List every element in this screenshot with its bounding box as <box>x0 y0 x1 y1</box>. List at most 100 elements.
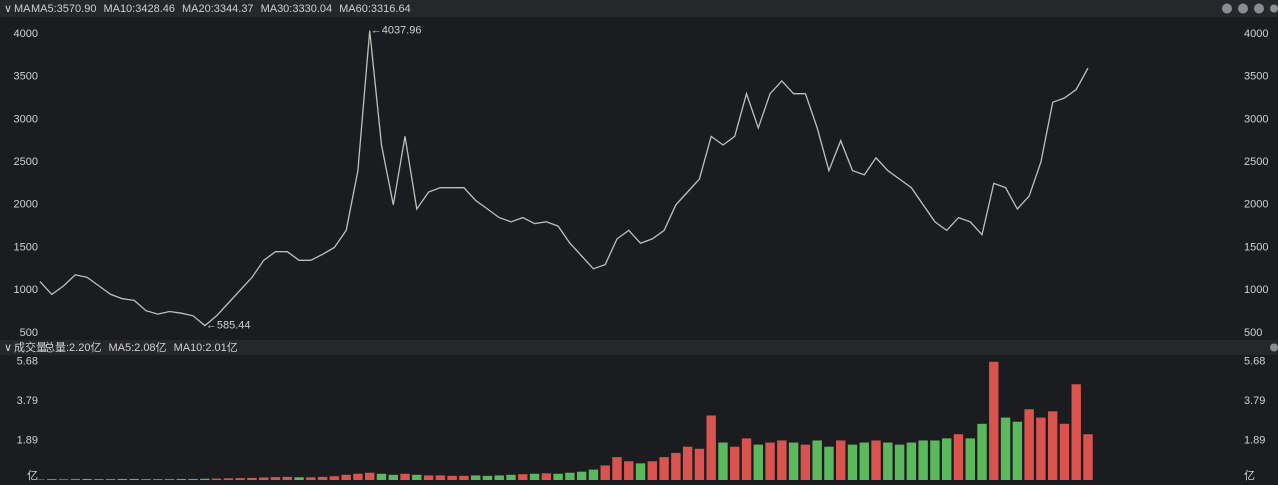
volume-bar <box>70 478 81 480</box>
volume-bar <box>541 473 552 480</box>
collapse-icon[interactable]: ∨ <box>4 3 12 15</box>
y-tick-label: 2000 <box>14 199 38 211</box>
volume-bar <box>164 478 175 480</box>
volume-bar <box>565 472 575 480</box>
volume-bar <box>247 477 257 480</box>
volume-bar <box>105 479 116 480</box>
volume-bar <box>482 475 493 480</box>
volume-bar <box>58 479 69 480</box>
volume-bar <box>94 479 104 480</box>
volume-bar <box>647 461 658 480</box>
indicator-title[interactable]: MA <box>14 3 31 15</box>
volume-bar <box>777 440 787 480</box>
volume-bar <box>270 477 281 480</box>
volume-bar <box>141 479 151 480</box>
volume-bar <box>1071 384 1081 480</box>
volume-bar <box>1012 421 1023 480</box>
volume-bar <box>989 361 999 480</box>
volume-bar <box>1024 409 1034 480</box>
volume-bar <box>447 475 457 480</box>
volume-bar <box>518 474 528 480</box>
legend-entry: MA60:3316.64 <box>339 3 411 15</box>
volume-bar <box>317 476 328 480</box>
volume-bar <box>494 475 504 480</box>
volume-bar <box>412 474 422 480</box>
y-tick-label: 3.79 <box>17 395 38 407</box>
y-tick-label: 3000 <box>14 113 38 125</box>
volume-bar <box>800 444 811 480</box>
volume-bar <box>553 473 563 480</box>
volume-bar <box>836 440 846 480</box>
y-tick-label: 5.68 <box>17 356 38 368</box>
volume-bar <box>459 475 469 480</box>
y2-tick-label: 1.89 <box>1244 435 1265 447</box>
volume-bar <box>847 444 858 480</box>
y-tick-label: 2500 <box>14 156 38 168</box>
volume-title[interactable]: 成交量 <box>14 340 47 354</box>
volume-bar <box>730 446 740 480</box>
volume-bar <box>282 476 292 480</box>
volume-bar <box>376 473 387 480</box>
legend-entry: MA10:2.01亿 <box>174 341 238 354</box>
y2-tick-label: 500 <box>1244 327 1262 339</box>
volume-bar <box>117 478 128 480</box>
y2-tick-label: 4000 <box>1244 28 1268 40</box>
volume-bar <box>965 438 975 480</box>
volume-bar <box>859 442 869 480</box>
volume-bar <box>812 440 822 480</box>
volume-bar <box>153 479 163 480</box>
volume-bar <box>824 446 834 480</box>
volume-bar <box>953 434 964 480</box>
collapse-icon[interactable]: ∨ <box>4 342 12 354</box>
volume-header-bar <box>0 340 1278 355</box>
settings-button[interactable] <box>1270 343 1278 352</box>
annotation: ←4037.96 <box>371 25 422 37</box>
y2-tick-label: 1000 <box>1244 284 1268 296</box>
volume-bar <box>1083 434 1093 480</box>
legend-entry: 总量:2.20亿 <box>44 340 101 354</box>
close-button[interactable] <box>1254 3 1264 14</box>
volume-bar <box>364 472 375 480</box>
volume-bar <box>588 469 599 480</box>
volume-bar <box>624 461 634 480</box>
volume-bar <box>294 477 304 480</box>
volume-bar <box>659 457 669 480</box>
volume-bar <box>977 423 987 480</box>
y2-tick-label: 3500 <box>1244 71 1268 83</box>
volume-bar <box>329 476 340 480</box>
volume-bar <box>35 479 45 480</box>
volume-bar <box>423 475 434 480</box>
volume-bar <box>211 478 222 480</box>
volume-bar <box>694 448 705 480</box>
volume-bar <box>223 478 234 480</box>
volume-bar <box>894 444 905 480</box>
volume-bar <box>506 474 516 480</box>
y-tick-label: 1000 <box>14 284 38 296</box>
volume-bar <box>941 438 952 480</box>
legend-entry: MA5:2.08亿 <box>108 341 166 354</box>
volume-bar <box>388 474 398 480</box>
header-bar <box>0 0 1278 17</box>
y-tick-label: 1.89 <box>17 435 38 447</box>
add-button[interactable] <box>1238 3 1248 14</box>
y2-tick-label: 3.79 <box>1244 395 1265 407</box>
volume-bar <box>906 442 917 480</box>
volume-bar <box>576 471 587 480</box>
volume-bar <box>871 440 881 480</box>
volume-bar <box>635 463 646 480</box>
y-tick-label: 1500 <box>14 241 38 253</box>
annotation: ←585.44 <box>206 319 251 331</box>
price-line <box>39 30 1089 327</box>
minimize-button[interactable] <box>1222 3 1232 14</box>
volume-bar <box>200 478 210 480</box>
legend-entry: MA5:3570.90 <box>31 3 96 15</box>
volume-bar <box>400 473 410 480</box>
settings-button[interactable] <box>1270 4 1278 13</box>
y2-tick-label: 2500 <box>1244 156 1268 168</box>
y2-tick-label: 5.68 <box>1244 356 1265 368</box>
volume-bar <box>765 442 775 480</box>
volume-bar <box>176 478 187 480</box>
y-tick-label: 3500 <box>14 71 38 83</box>
